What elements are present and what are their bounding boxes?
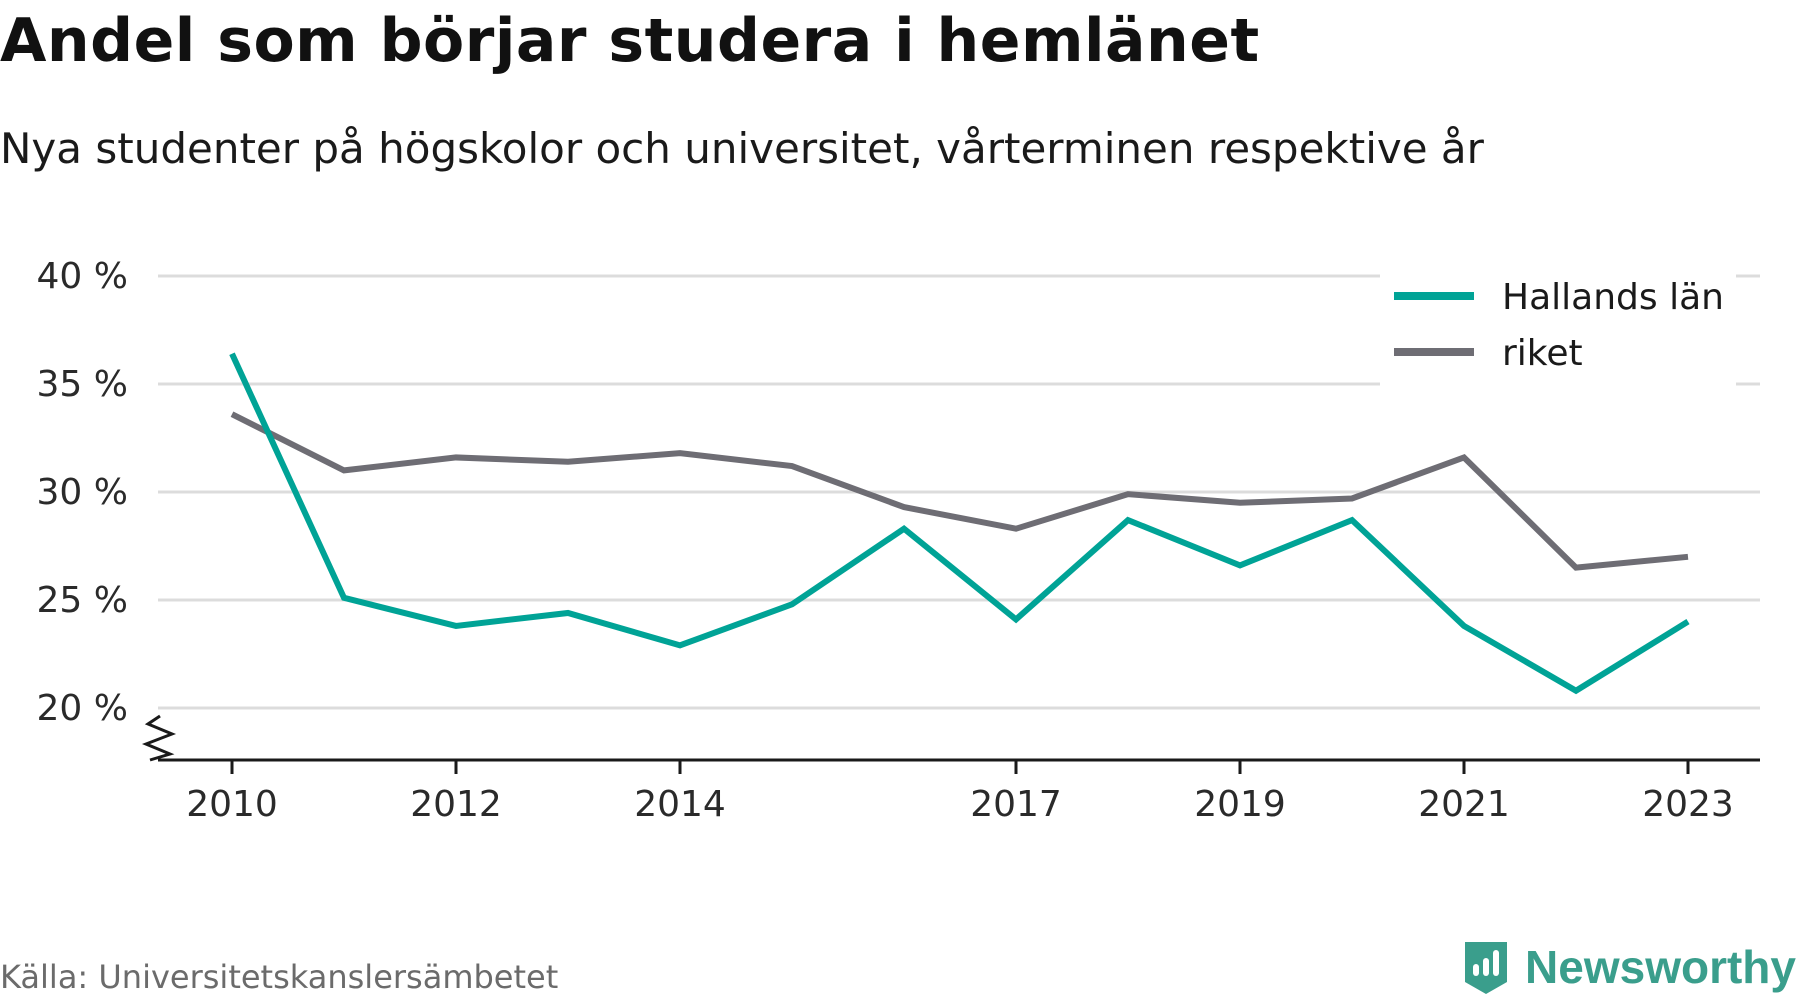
- x-tick-label: 2012: [410, 784, 502, 825]
- y-tick-label: 35 %: [37, 364, 128, 405]
- y-tick-label: 30 %: [37, 472, 128, 513]
- series-line-riket: [230, 411, 1689, 571]
- x-tick-label: 2014: [634, 784, 726, 825]
- y-tick-label: 40 %: [37, 256, 128, 297]
- chart-subtitle: Nya studenter på högskolor och universit…: [0, 124, 1484, 173]
- x-tick-label: 2019: [1194, 784, 1286, 825]
- x-axis-ticks: 2010 2012 2014 2017 2019 2021 2023: [186, 760, 1734, 825]
- brand: Newsworthy: [1461, 938, 1796, 996]
- series-line-hallands-län: [229, 352, 1690, 695]
- legend-label: Hallands län: [1502, 277, 1724, 318]
- y-tick-label: 20 %: [37, 688, 128, 729]
- legend-label: riket: [1502, 333, 1583, 374]
- series-lines: [229, 352, 1690, 695]
- legend: Hallands län riket: [1380, 270, 1736, 386]
- source-note: Källa: Universitetskanslersämbetet: [0, 958, 559, 996]
- legend-background: [1380, 270, 1736, 386]
- y-axis-ticks: 20 % 25 % 30 % 35 % 40 %: [37, 256, 177, 762]
- x-tick-label: 2017: [970, 784, 1062, 825]
- x-tick-label: 2023: [1642, 784, 1734, 825]
- chart-title: Andel som börjar studera i hemlänet: [0, 6, 1260, 76]
- x-tick-label: 2010: [186, 784, 278, 825]
- y-tick-label: 25 %: [37, 580, 128, 621]
- x-tick-label: 2021: [1418, 784, 1510, 825]
- brand-label: Newsworthy: [1525, 941, 1796, 993]
- axis-break-icon: [141, 714, 177, 762]
- newsworthy-logo-icon: [1465, 942, 1508, 994]
